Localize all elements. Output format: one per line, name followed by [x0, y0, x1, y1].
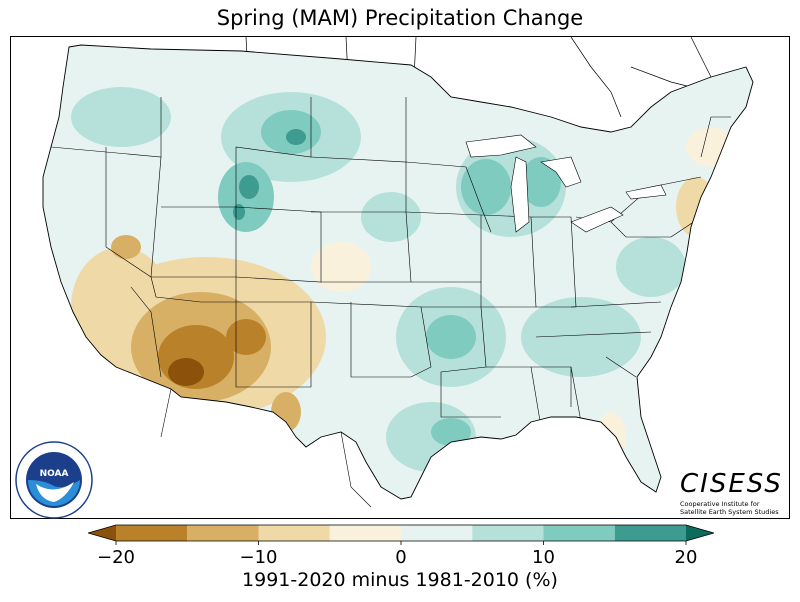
- colorbar-bin: [401, 525, 473, 541]
- cisess-logo: CISESS Cooperative Institute for Satelli…: [680, 470, 785, 516]
- mexico-outline: [160, 388, 372, 508]
- map-title: Spring (MAM) Precipitation Change: [216, 6, 584, 30]
- cisess-wordmark: CISESS: [680, 469, 783, 499]
- colorbar-bin: [686, 525, 714, 541]
- colorbar-bin: [88, 525, 116, 541]
- colorbar-label: 1991-2020 minus 1981-2010 (%): [242, 569, 558, 591]
- colorbar: [88, 524, 714, 545]
- colorbar-tick-label: −20: [97, 547, 135, 568]
- colorbar-tick-label: 10: [532, 547, 555, 568]
- colorbar-bin: [329, 525, 401, 541]
- map-canvas: [42, 37, 754, 508]
- colorbar-bin: [543, 525, 615, 541]
- colorbar-bin: [614, 525, 686, 541]
- colorbar-tick-label: 0: [395, 547, 407, 568]
- colorbar-tick-label: 20: [674, 547, 698, 568]
- noaa-center-text: NOAA: [40, 469, 69, 479]
- colorbar-bin: [187, 525, 259, 541]
- noaa-logo: NOAA: [15, 441, 93, 519]
- colorbar-bin: [258, 525, 330, 541]
- precip-field: [43, 45, 753, 499]
- wet-patches-max: [233, 129, 306, 220]
- colorbar-bin: [472, 525, 544, 541]
- cisess-line2: Satellite Earth System Studies: [680, 508, 779, 516]
- precipitation-map: [10, 36, 790, 519]
- colorbar-ticks: −20 −10 0 10 20: [0, 547, 800, 569]
- cisess-line1: Cooperative Institute for: [680, 500, 760, 508]
- state-boundaries: [50, 97, 731, 428]
- colorbar-bin: [116, 525, 188, 541]
- great-lakes: [465, 134, 667, 233]
- us-outline: [42, 44, 754, 500]
- colorbar-tick-label: −10: [239, 547, 278, 568]
